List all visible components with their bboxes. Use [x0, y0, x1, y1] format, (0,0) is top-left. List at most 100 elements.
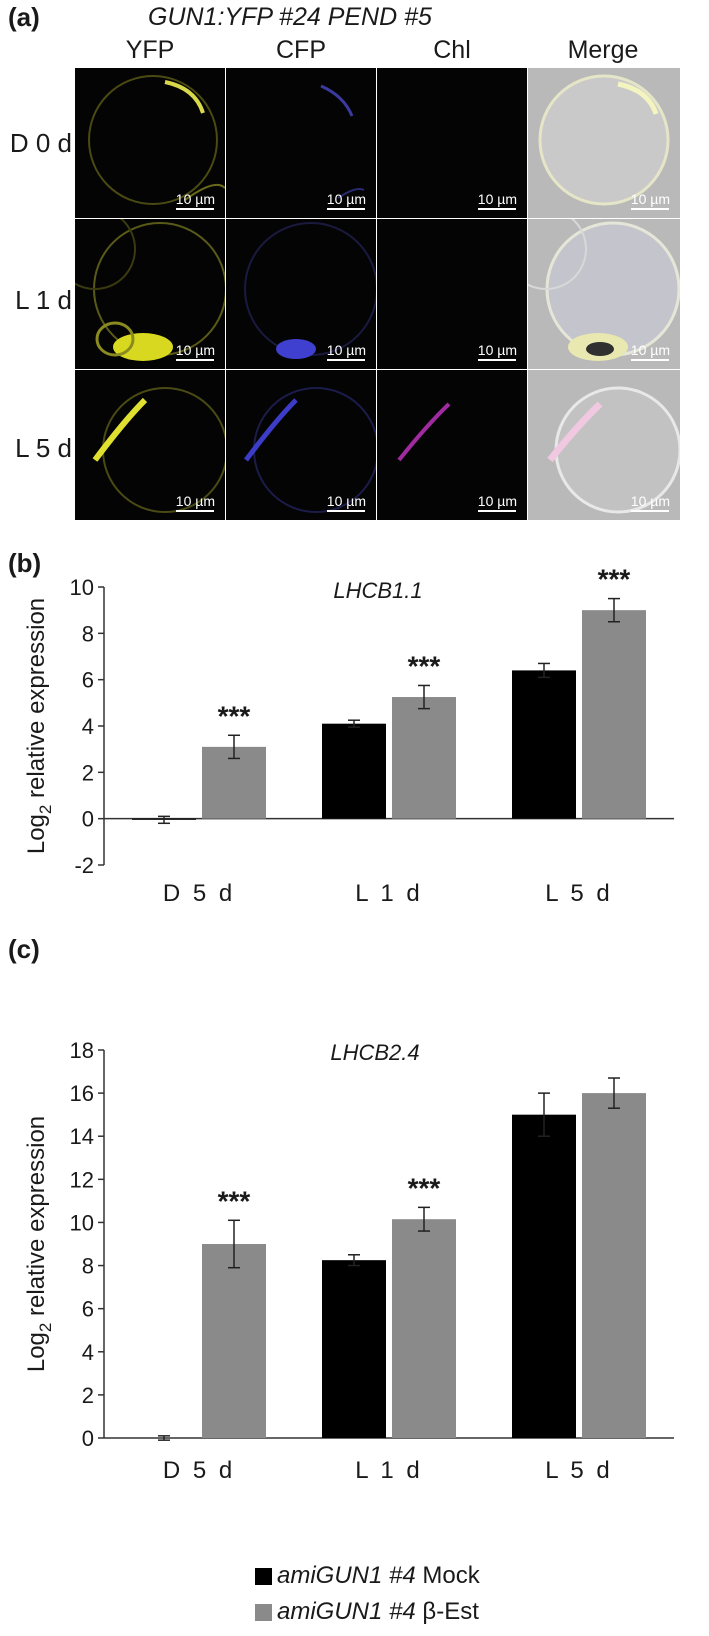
x-tick-label: D 5 d: [163, 1457, 235, 1484]
y-tick-label: 8: [82, 1254, 94, 1279]
x-tick-label: D 5 d: [163, 880, 235, 907]
scale-bar: 10 µm: [327, 342, 366, 361]
chart-title: LHCB2.4: [330, 1040, 419, 1065]
micrograph-chl-d0d: 10 µm: [377, 68, 527, 218]
bar: [322, 1260, 386, 1438]
scale-bar-label: 10 µm: [175, 342, 215, 358]
scale-bar-label: 10 µm: [175, 493, 215, 509]
micrograph-chl-l5d: 10 µm: [377, 370, 527, 520]
legend-item-mock: amiGUN1 #4 Mock: [255, 1562, 480, 1590]
scale-bar-line: [478, 510, 517, 512]
chart-lhcb2-4-svg: 0 2 4 6 8 10 12 14 16 18 Log2 relative expression L…: [23, 1038, 674, 1484]
bar: [322, 723, 386, 819]
y-tick-label: 4: [82, 1340, 94, 1365]
y-tick-label: -2: [74, 853, 94, 878]
legend-swatch-est: [255, 1603, 272, 1621]
scale-bar-label: 10 µm: [630, 493, 670, 509]
significance-label: ***: [218, 1185, 251, 1216]
chart-lhcb1-1-svg: -2 0 2 4 6 8 10 Log2 relative expression LHCB1.1…: [23, 564, 674, 907]
y-tick-label: 6: [82, 1297, 94, 1322]
micrograph-cfp-d0d: 10 µm: [226, 68, 376, 218]
scale-bar-label: 10 µm: [630, 342, 670, 358]
scale-bar-label: 10 µm: [175, 191, 215, 207]
scale-bar: 10 µm: [176, 191, 215, 210]
chart-lhcb2-4: 0 2 4 6 8 10 12 14 16 18 Log2 relative expression L…: [0, 930, 709, 1530]
scale-bar: 10 µm: [327, 191, 366, 210]
legend-label-mock-suffix: Mock: [422, 1562, 480, 1589]
legend-label-est-prefix: amiGUN1 #4: [277, 1598, 416, 1625]
y-tick-label: 0: [82, 807, 94, 832]
y-tick-label: 0: [82, 1426, 94, 1451]
column-header-cfp: CFP: [276, 36, 326, 64]
x-tick-label: L 1 d: [355, 880, 423, 907]
micrograph-cfp-l1d: 10 µm: [226, 219, 376, 369]
y-tick-label: 8: [82, 621, 94, 646]
legend-label-est-suffix: β-Est: [422, 1598, 479, 1625]
panel-a-letter: (a): [8, 2, 40, 32]
y-tick-label: 2: [82, 760, 94, 785]
micrograph-merge-l5d: 10 µm: [528, 370, 680, 520]
bar: [392, 697, 456, 819]
row-header-d0d: D 0 d: [9, 128, 72, 158]
micrograph-merge-d0d: 10 µm: [528, 68, 680, 218]
column-header-merge: Merge: [567, 36, 639, 64]
scale-bar-line: [176, 208, 215, 210]
scale-bar-label: 10 µm: [326, 342, 366, 358]
significance-label: ***: [408, 650, 441, 681]
micrograph-chl-l1d: 10 µm: [377, 219, 527, 369]
micrograph-merge-l1d: 10 µm: [528, 219, 680, 369]
scale-bar: 10 µm: [631, 493, 670, 512]
scale-bar-line: [327, 359, 366, 361]
chart-title: LHCB1.1: [333, 578, 422, 603]
scale-bar: 10 µm: [631, 191, 670, 210]
significance-label: ***: [218, 700, 251, 731]
x-tick-label: L 1 d: [355, 1457, 423, 1484]
y-tick-label: 10: [70, 1210, 94, 1235]
scale-bar-label: 10 µm: [477, 493, 517, 509]
scale-bar-line: [478, 208, 517, 210]
micrograph-yfp-l5d: 10 µm: [75, 370, 225, 520]
scale-bar: 10 µm: [176, 493, 215, 512]
micrograph-cfp-l5d: 10 µm: [226, 370, 376, 520]
scale-bar-line: [631, 510, 670, 512]
x-tick-label: L 5 d: [545, 880, 613, 907]
y-axis-label: Log2 relative expression: [23, 1116, 55, 1372]
bar: [202, 1244, 266, 1438]
scale-bar-line: [631, 208, 670, 210]
legend-item-est: amiGUN1 #4 β-Est: [255, 1598, 479, 1626]
scale-bar-label: 10 µm: [326, 191, 366, 207]
micrograph-yfp-l1d: 10 µm: [75, 219, 225, 369]
scale-bar: 10 µm: [176, 342, 215, 361]
panel-a-title: GUN1:YFP #24 PEND #5: [148, 3, 432, 31]
scale-bar-line: [327, 510, 366, 512]
scale-bar-line: [327, 208, 366, 210]
micrograph-grid: 10 µm 10 µm 10 µm 10 µm 10 µm 10 µm 10 µ…: [75, 68, 680, 544]
y-tick-label: 14: [70, 1124, 94, 1149]
column-header-yfp: YFP: [125, 36, 175, 64]
legend-label-mock-prefix: amiGUN1 #4: [277, 1562, 416, 1589]
y-tick-label: 4: [82, 714, 94, 739]
chart-lhcb1-1: -2 0 2 4 6 8 10 Log2 relative expression LHCB1.1…: [0, 540, 709, 920]
micrograph-yfp-d0d: 10 µm: [75, 68, 225, 218]
bar: [512, 670, 576, 819]
scale-bar-line: [631, 359, 670, 361]
scale-bar: 10 µm: [327, 493, 366, 512]
bar: [582, 610, 646, 819]
y-tick-label: 18: [70, 1038, 94, 1063]
x-tick-label: L 5 d: [545, 1457, 613, 1484]
scale-bar: 10 µm: [478, 493, 517, 512]
scale-bar-label: 10 µm: [477, 191, 517, 207]
bar: [512, 1114, 576, 1438]
panel-c-letter: (c): [8, 934, 40, 964]
scale-bar-label: 10 µm: [326, 493, 366, 509]
panel-b-letter: (b): [8, 548, 42, 578]
column-header-chl: Chl: [433, 36, 471, 64]
y-tick-label: 2: [82, 1383, 94, 1408]
y-tick-label: 6: [82, 668, 94, 693]
scale-bar-line: [478, 359, 517, 361]
scale-bar: 10 µm: [631, 342, 670, 361]
bar: [582, 1093, 646, 1438]
row-header-l5d: L 5 d: [15, 433, 72, 463]
significance-label: ***: [598, 564, 631, 595]
y-tick-label: 12: [70, 1167, 94, 1192]
